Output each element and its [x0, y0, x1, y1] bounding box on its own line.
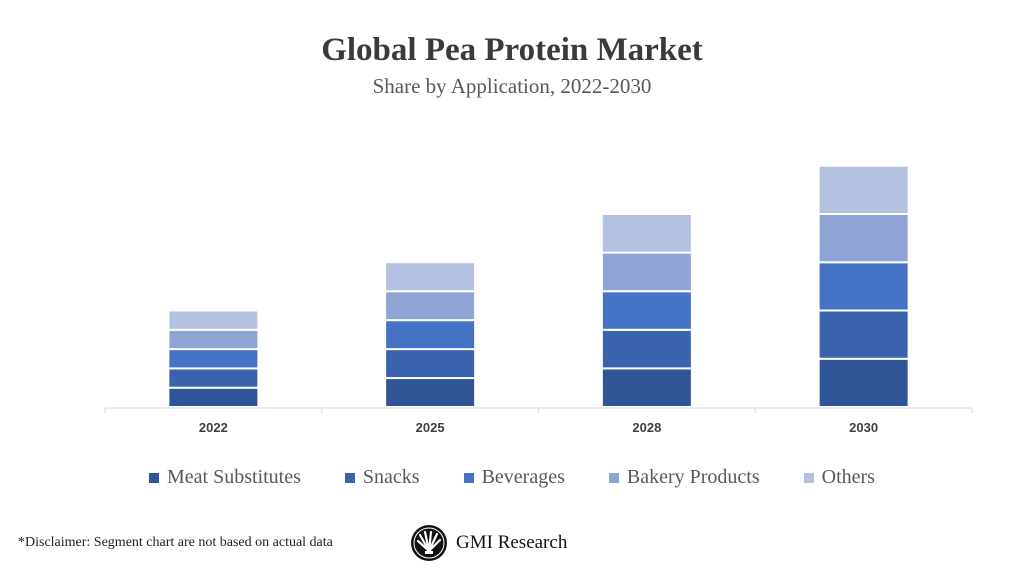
bar-segment-meat-substitutes-2025: [384, 377, 477, 408]
legend: Meat Substitutes Snacks Beverages Bakery Pr…: [0, 466, 1024, 489]
bar-segment-bakery-products-2025: [384, 290, 477, 322]
bar-segment-beverages-2022: [167, 348, 260, 370]
legend-label: Bakery Products: [626, 466, 760, 488]
legend-label: Others: [821, 466, 875, 488]
bar-segment-others-2028: [600, 213, 693, 254]
x-tick-label: 2028: [632, 420, 661, 435]
disclaimer: *Disclaimer: Segment chart are not based…: [18, 535, 333, 550]
gmi-logo-icon: [411, 525, 447, 561]
x-tick-label: 2030: [849, 420, 878, 435]
legend-label: Snacks: [362, 466, 420, 488]
bar-segment-beverages-2028: [600, 290, 693, 331]
x-tick-label: 2022: [199, 420, 228, 435]
gmi-logo: GMI Research: [410, 524, 567, 562]
bar-segment-beverages-2025: [384, 319, 477, 351]
legend-swatch: [463, 472, 474, 483]
legend-item-beverages: Beverages: [463, 466, 565, 489]
legend-label: Beverages: [481, 466, 565, 488]
legend-swatch: [149, 472, 160, 483]
legend-item-meat-substitutes: Meat Substitutes: [149, 466, 301, 489]
bar-segment-snacks-2030: [817, 309, 910, 360]
stacked-bar-chart: 2022 2025 2028 2030: [104, 164, 973, 435]
bar-segment-beverages-2030: [817, 261, 910, 312]
bar-segment-bakery-products-2022: [167, 328, 260, 351]
legend-item-snacks: Snacks: [344, 466, 420, 489]
bar-segment-bakery-products-2028: [600, 251, 693, 293]
bar-segment-snacks-2028: [600, 328, 693, 370]
bar-segment-others-2030: [817, 164, 910, 215]
bar-segment-others-2025: [384, 261, 477, 293]
bar-segment-meat-substitutes-2022: [167, 386, 260, 409]
legend-item-bakery-products: Bakery Products: [608, 466, 760, 489]
bar-segment-snacks-2025: [384, 348, 477, 380]
legend-swatch: [344, 472, 355, 483]
gmi-logo-text: GMI Research: [456, 532, 568, 553]
bar-segment-meat-substitutes-2030: [817, 357, 910, 408]
legend-label: Meat Substitutes: [167, 466, 301, 488]
bar-segment-others-2022: [167, 309, 260, 331]
legend-swatch: [803, 472, 814, 483]
bar-segment-meat-substitutes-2028: [600, 367, 693, 408]
legend-swatch: [608, 472, 619, 483]
bar-segment-snacks-2022: [167, 367, 260, 389]
chart-title: Global Pea Protein Market: [321, 32, 703, 68]
bar-segment-bakery-products-2030: [817, 213, 910, 264]
legend-item-others: Others: [803, 466, 875, 489]
x-tick-label: 2025: [416, 420, 445, 435]
chart-subtitle: Share by Application, 2022-2030: [372, 74, 652, 98]
